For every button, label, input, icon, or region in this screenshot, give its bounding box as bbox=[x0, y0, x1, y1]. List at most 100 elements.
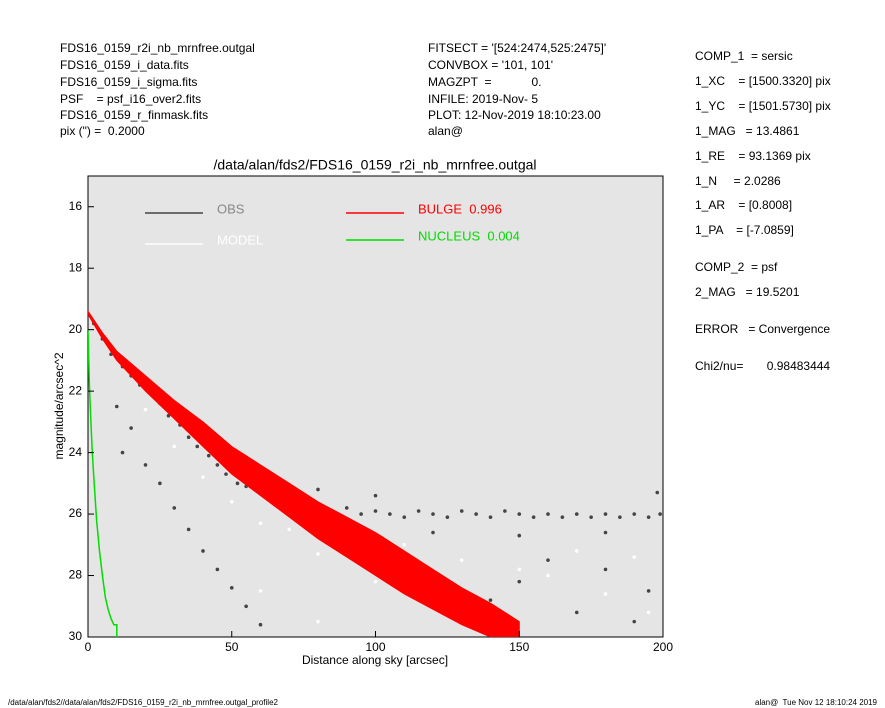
x-tick-label: 0 bbox=[85, 640, 92, 654]
header-right-line: 1_N = 2.0286 bbox=[695, 174, 781, 188]
data-point bbox=[603, 512, 608, 516]
header-left-line: FDS16_0159_i_sigma.fits bbox=[60, 75, 197, 89]
data-point bbox=[258, 589, 263, 593]
data-point bbox=[258, 521, 263, 526]
y-tick-label: 24 bbox=[69, 445, 83, 459]
header-left-line: PSF = psf_i16_over2.fits bbox=[60, 92, 201, 106]
data-point bbox=[474, 512, 478, 516]
data-point bbox=[166, 413, 171, 418]
header-right-line: Chi2/nu= 0.98483444 bbox=[695, 359, 830, 373]
data-point bbox=[560, 515, 565, 519]
data-point bbox=[517, 567, 522, 572]
header-left-line: FDS16_0159_r_finmask.fits bbox=[60, 108, 208, 122]
header-middle-line: INFILE: 2019-Nov- 5 bbox=[428, 92, 538, 106]
header-right-line: COMP_1 = sersic bbox=[695, 49, 793, 63]
data-point bbox=[244, 604, 248, 609]
data-point bbox=[431, 530, 435, 535]
data-point bbox=[235, 481, 240, 486]
y-tick-label: 16 bbox=[69, 199, 83, 213]
legend-label: BULGE 0.996 bbox=[418, 201, 502, 216]
data-point bbox=[603, 530, 608, 535]
y-tick-label: 26 bbox=[69, 506, 83, 520]
data-point bbox=[373, 509, 378, 513]
data-point bbox=[546, 558, 550, 562]
data-point bbox=[195, 444, 200, 449]
data-point bbox=[229, 586, 234, 590]
data-point bbox=[503, 509, 507, 513]
data-point bbox=[646, 610, 651, 615]
data-point bbox=[603, 592, 608, 596]
y-axis-label: magnitude/arcsec^2 bbox=[52, 352, 66, 459]
header-right-line: 1_RE = 93.1369 pix bbox=[695, 149, 811, 163]
chart-title: /data/alan/fds2/FDS16_0159_r2i_nb_mrnfre… bbox=[214, 157, 537, 173]
x-tick-label: 200 bbox=[653, 640, 673, 654]
data-point bbox=[603, 567, 608, 572]
legend-label: MODEL bbox=[217, 232, 263, 247]
data-point bbox=[632, 512, 637, 516]
data-point bbox=[517, 579, 522, 584]
data-point bbox=[373, 579, 378, 584]
data-point bbox=[589, 515, 593, 519]
data-point bbox=[359, 512, 363, 516]
data-point bbox=[574, 512, 579, 516]
data-point bbox=[618, 515, 622, 519]
header-left-line: FDS16_0159_i_data.fits bbox=[60, 58, 189, 72]
header-right-line: 1_MAG = 13.4861 bbox=[695, 124, 800, 138]
data-point bbox=[172, 506, 177, 510]
data-point bbox=[373, 493, 378, 498]
data-point bbox=[258, 622, 263, 627]
data-point bbox=[546, 573, 550, 578]
data-point bbox=[632, 619, 637, 624]
footer-left: /data/alan/fds2//data/alan/fds2/FDS16_01… bbox=[8, 698, 279, 707]
footer-right: alan@ Tue Nov 12 18:10:24 2019 bbox=[755, 698, 878, 707]
data-point bbox=[287, 527, 292, 532]
header-middle-line: MAGZPT = 0. bbox=[428, 75, 541, 89]
header-right-line: 1_YC = [1501.5730] pix bbox=[695, 99, 831, 113]
y-tick-label: 18 bbox=[69, 260, 83, 274]
data-point bbox=[546, 512, 550, 516]
header-right-line: 1_XC = [1500.3320] pix bbox=[695, 74, 831, 88]
y-tick-label: 30 bbox=[69, 629, 83, 643]
data-point bbox=[388, 512, 392, 516]
x-tick-label: 150 bbox=[509, 640, 529, 654]
data-point bbox=[114, 404, 119, 409]
data-point bbox=[215, 463, 220, 467]
x-tick-label: 50 bbox=[225, 640, 239, 654]
data-point bbox=[224, 472, 228, 476]
y-tick-label: 22 bbox=[69, 383, 83, 397]
data-point bbox=[517, 512, 522, 516]
legend-label: OBS bbox=[217, 201, 245, 216]
data-point bbox=[316, 619, 320, 624]
header-right-line: 2_MAG = 19.5201 bbox=[695, 285, 800, 299]
legend-label: NUCLEUS 0.004 bbox=[418, 228, 520, 243]
header-middle-line: CONVBOX = '101, 101' bbox=[428, 58, 553, 72]
plot-marks bbox=[88, 310, 662, 637]
data-point bbox=[574, 549, 579, 553]
data-point bbox=[229, 499, 234, 504]
header-right-line: 1_PA = [-7.0859] bbox=[695, 223, 794, 237]
header-right-line: ERROR = Convergence bbox=[695, 322, 830, 336]
data-point bbox=[143, 407, 148, 412]
data-point bbox=[316, 552, 320, 556]
header-right-line: 1_AR = [0.8008] bbox=[695, 198, 792, 212]
data-point bbox=[186, 435, 191, 440]
y-tick-label: 20 bbox=[69, 322, 83, 336]
data-point bbox=[316, 487, 320, 492]
header-middle-line: alan@ bbox=[428, 124, 463, 138]
data-point bbox=[646, 589, 651, 593]
x-axis-label: Distance along sky [arcsec] bbox=[302, 653, 448, 667]
data-point bbox=[143, 463, 148, 467]
data-point bbox=[488, 515, 493, 519]
data-point bbox=[646, 515, 651, 519]
data-point bbox=[402, 543, 407, 547]
y-tick-label: 28 bbox=[69, 568, 83, 582]
data-point bbox=[459, 509, 464, 513]
data-point bbox=[201, 549, 205, 553]
data-point bbox=[488, 598, 493, 602]
header-middle-line: PLOT: 12-Nov-2019 18:10:23.00 bbox=[428, 108, 601, 122]
bulge-band bbox=[88, 310, 520, 637]
header-left-line: pix (") = 0.2000 bbox=[60, 124, 145, 138]
header-middle-line: FITSECT = '[524:2474,525:2475]' bbox=[428, 41, 606, 55]
data-point bbox=[531, 515, 536, 519]
data-point bbox=[186, 527, 191, 532]
